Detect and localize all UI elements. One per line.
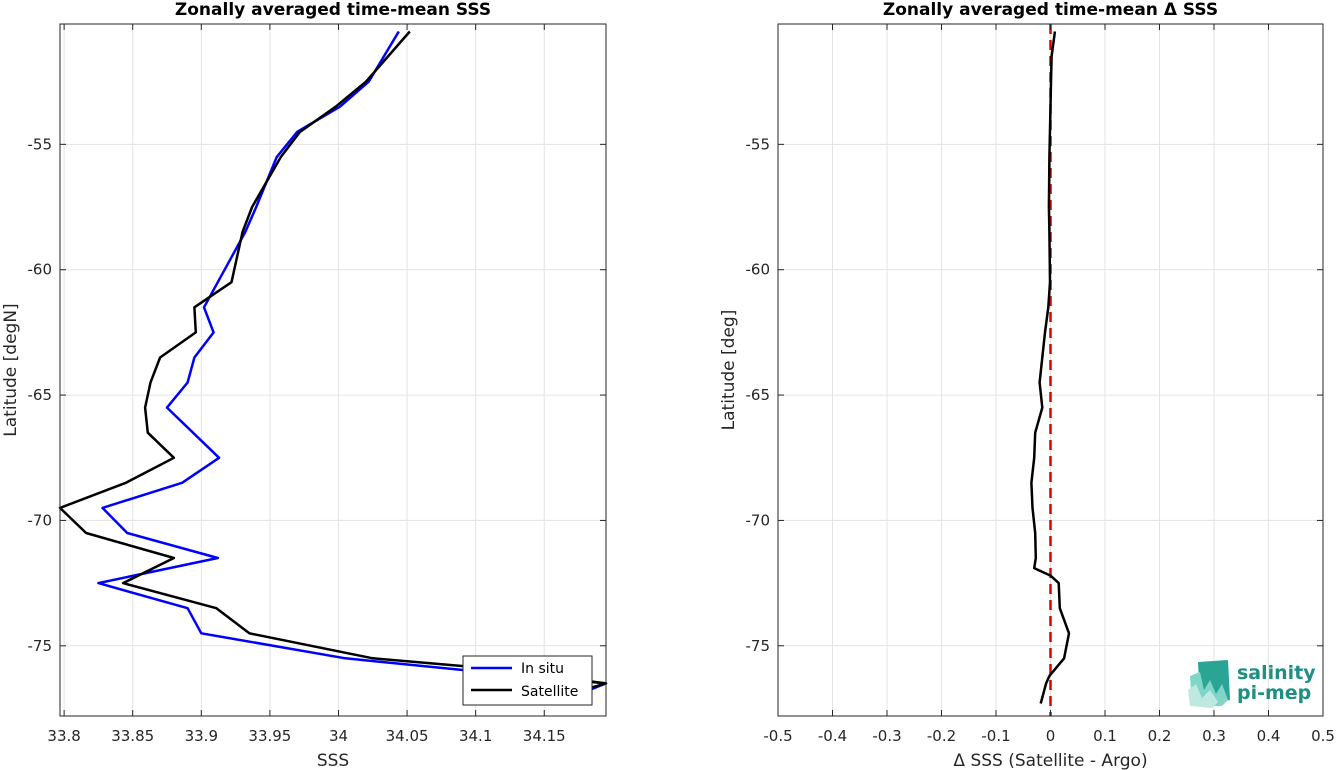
right-series-line-0 <box>1030 31 1071 704</box>
left-xtick-label-34: 34 <box>329 727 348 745</box>
legend-label-satellite: Satellite <box>521 684 578 700</box>
right-xtick-label-0: 0 <box>1046 727 1056 745</box>
right-xtick-label-0-2: 0.2 <box>1148 727 1172 745</box>
left-plot-area <box>60 24 606 716</box>
right-panel: -0.5 -0.4 -0.3 -0.2 -0.1 0 0.1 0.2 0.3 0.4 0.5 -55 -… <box>719 0 1335 770</box>
left-x-axis-label: SSS <box>317 751 349 770</box>
right-xtick-label-0-4: 0.4 <box>1257 727 1281 745</box>
left-ytick-label-55: -55 <box>28 135 53 153</box>
right-chart-title: Zonally averaged time-mean Δ SSS <box>883 0 1218 20</box>
left-xtick-label-33-8: 33.8 <box>47 727 80 745</box>
left-axes-frame <box>59 23 607 717</box>
right-ytick-label-60: -60 <box>746 261 771 279</box>
salinity-pi-mep-logo: salinity pi-mep <box>1188 660 1316 708</box>
legend-box <box>462 655 593 706</box>
right-xtick-label-0-3: 0.3 <box>1202 727 1226 745</box>
left-xtick-label-33-95: 33.95 <box>248 727 291 745</box>
left-series-satellite <box>58 30 608 705</box>
right-y-axis-label: Latitude [deg] <box>719 310 739 431</box>
left-ytick-label-65: -65 <box>28 386 53 404</box>
right-ytick-label-75: -75 <box>746 637 771 655</box>
left-series-in-situ <box>97 30 608 703</box>
left-chart-title: Zonally averaged time-mean SSS <box>175 0 491 20</box>
right-ytick-label-65: -65 <box>746 386 771 404</box>
right-xtick-label-0-1: -0.1 <box>981 727 1010 745</box>
logo-pi-mep-text: pi-mep <box>1237 682 1311 704</box>
legend: In situ Satellite <box>462 655 593 706</box>
right-x-axis-label: Δ SSS (Satellite - Argo) <box>953 751 1147 770</box>
left-ytick-label-70: -70 <box>28 511 53 529</box>
right-xtick-label-0-1: 0.1 <box>1093 727 1117 745</box>
right-ytick-label-70: -70 <box>746 511 771 529</box>
right-ytick-label-55: -55 <box>746 135 771 153</box>
left-xtick-label-34-15: 34.15 <box>523 727 566 745</box>
legend-label-in-situ: In situ <box>521 661 564 677</box>
left-xtick-label-34-05: 34.05 <box>386 727 429 745</box>
left-xtick-label-33-85: 33.85 <box>111 727 154 745</box>
left-panel: 33.8 33.85 33.9 33.95 34 34.05 34.1 34.15 -55 -60… <box>1 0 608 770</box>
logo-salinity-text: salinity <box>1237 662 1316 684</box>
right-xtick-label-0-2: -0.2 <box>927 727 956 745</box>
right-xtick-label-0-5: 0.5 <box>1311 727 1335 745</box>
right-xtick-label-0-3: -0.3 <box>872 727 901 745</box>
left-y-axis-label: Latitude [degN] <box>1 303 21 436</box>
right-xtick-label-0-4: -0.4 <box>818 727 847 745</box>
logo-wave-icon <box>1188 660 1230 708</box>
left-xtick-label-34-1: 34.1 <box>459 727 492 745</box>
right-xtick-label-0-5: -0.5 <box>763 727 792 745</box>
left-ytick-label-75: -75 <box>28 637 53 655</box>
left-xtick-label-33-9: 33.9 <box>185 727 218 745</box>
left-ytick-label-60: -60 <box>28 261 53 279</box>
